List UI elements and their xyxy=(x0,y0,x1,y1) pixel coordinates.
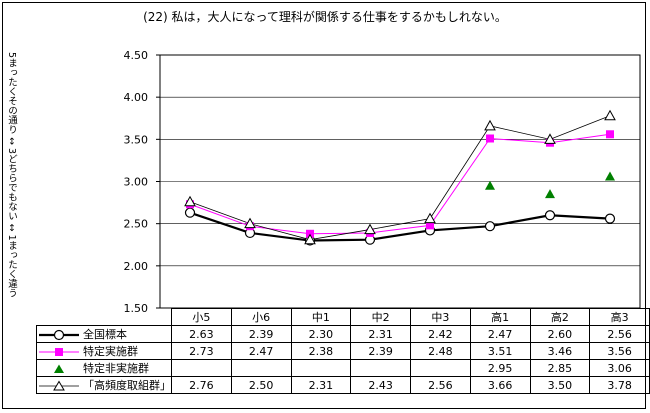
table-cell: 3.56 xyxy=(589,342,650,360)
series-line xyxy=(189,211,611,242)
category-label: 高1 xyxy=(469,308,531,326)
table-cell: 3.66 xyxy=(469,376,531,394)
table-row: 特定実施群 2.73 2.47 2.38 2.39 2.48 3.51 3.46… xyxy=(36,342,650,360)
data-point xyxy=(484,221,496,232)
table-cell: 2.39 xyxy=(350,342,411,360)
table-cell: 2.95 xyxy=(469,359,531,377)
table-cell: 3.50 xyxy=(529,376,591,394)
table-row: 全国標本 2.63 2.39 2.30 2.31 2.42 2.47 2.60 … xyxy=(36,325,650,343)
table-cell: 2.56 xyxy=(589,325,650,343)
table-corner xyxy=(36,308,172,326)
data-point xyxy=(604,213,616,224)
data-point xyxy=(184,195,196,207)
chart-title: (22) 私は，大人になって理科が関係する仕事をするかもしれない。 xyxy=(143,10,507,24)
legend-entry: 特定非実施群 xyxy=(36,359,172,377)
y-tick-label: 3.00 xyxy=(124,176,149,189)
data-point xyxy=(424,212,436,224)
table-cell: 2.48 xyxy=(410,342,471,360)
legend-key-square-icon xyxy=(39,348,79,356)
table-cell: 2.43 xyxy=(350,376,411,394)
table-cell: 3.46 xyxy=(529,342,591,360)
chart-frame xyxy=(2,2,646,409)
legend-key-open-triangle-icon xyxy=(39,380,79,391)
data-point xyxy=(544,210,556,221)
data-point xyxy=(544,133,556,144)
series-line xyxy=(189,115,611,241)
data-point xyxy=(486,134,494,143)
table-cell xyxy=(410,359,471,377)
data-point xyxy=(244,217,256,229)
table-cell: 2.63 xyxy=(171,325,232,343)
table-cell: 2.42 xyxy=(410,325,471,343)
category-label: 小5 xyxy=(171,308,232,326)
table-row: 特定非実施群 2.95 2.85 3.06 xyxy=(36,359,650,377)
y-axis-label: 5まったくその通り ↔ 3どちらでもない ↔ 1まったく違う xyxy=(6,52,17,298)
table-cell: 2.31 xyxy=(350,325,411,343)
data-point xyxy=(604,109,616,121)
data-point xyxy=(606,130,614,139)
table-cell: 2.56 xyxy=(410,376,471,394)
table-cell: 2.39 xyxy=(230,325,292,343)
table-cell: 2.50 xyxy=(230,376,292,394)
legend-key-circle-icon xyxy=(39,329,79,341)
legend-label: 特定実施群 xyxy=(83,345,138,358)
table-cell: 2.73 xyxy=(171,342,232,360)
category-label: 小6 xyxy=(230,308,292,326)
table-cell: 2.31 xyxy=(290,376,352,394)
table-cell xyxy=(230,359,292,377)
table-cell: 3.78 xyxy=(589,376,650,394)
table-cell xyxy=(350,359,411,377)
table-cell: 2.30 xyxy=(290,325,352,343)
category-label: 高2 xyxy=(529,308,591,326)
data-table: 小5 小6 中1 中2 中3 高1 高2 高3 全国標本 2.63 2.39 2… xyxy=(36,308,650,394)
legend-label: 「高頻度取組群」 xyxy=(83,379,171,392)
data-point xyxy=(304,233,316,245)
table-cell: 3.06 xyxy=(589,359,650,377)
table-cell: 2.47 xyxy=(469,325,531,343)
table-cell xyxy=(171,359,232,377)
data-point xyxy=(545,189,555,199)
y-tick-label: 2.00 xyxy=(124,260,149,273)
table-header-row: 小5 小6 中1 中2 中3 高1 高2 高3 xyxy=(36,308,650,326)
data-point xyxy=(184,207,196,218)
data-point xyxy=(364,223,376,235)
table-cell: 2.76 xyxy=(171,376,232,394)
legend-key-triangle-icon xyxy=(54,364,64,373)
legend-label: 全国標本 xyxy=(83,328,127,341)
data-point xyxy=(605,171,615,181)
category-label: 高3 xyxy=(589,308,650,326)
y-tick-label: 3.50 xyxy=(124,133,149,146)
table-cell: 2.85 xyxy=(529,359,591,377)
data-point xyxy=(484,119,496,131)
data-point xyxy=(426,221,434,230)
legend-entry: 「高頻度取組群」 xyxy=(36,376,172,394)
series-line xyxy=(189,133,611,235)
table-row: 「高頻度取組群」 2.76 2.50 2.31 2.43 2.56 3.66 3… xyxy=(36,376,650,394)
y-tick-label: 4.50 xyxy=(124,49,149,62)
category-label: 中2 xyxy=(350,308,411,326)
table-cell: 3.51 xyxy=(469,342,531,360)
y-tick-label: 4.00 xyxy=(124,91,149,104)
table-cell xyxy=(290,359,352,377)
y-tick-label: 2.50 xyxy=(124,218,149,231)
table-cell: 2.38 xyxy=(290,342,352,360)
category-label: 中3 xyxy=(410,308,471,326)
table-cell: 2.47 xyxy=(230,342,292,360)
legend-label: 特定非実施群 xyxy=(83,362,149,375)
data-point xyxy=(485,180,495,190)
category-label: 中1 xyxy=(290,308,352,326)
table-cell: 2.60 xyxy=(529,325,591,343)
legend-entry: 特定実施群 xyxy=(36,342,172,360)
legend-entry: 全国標本 xyxy=(36,325,172,343)
